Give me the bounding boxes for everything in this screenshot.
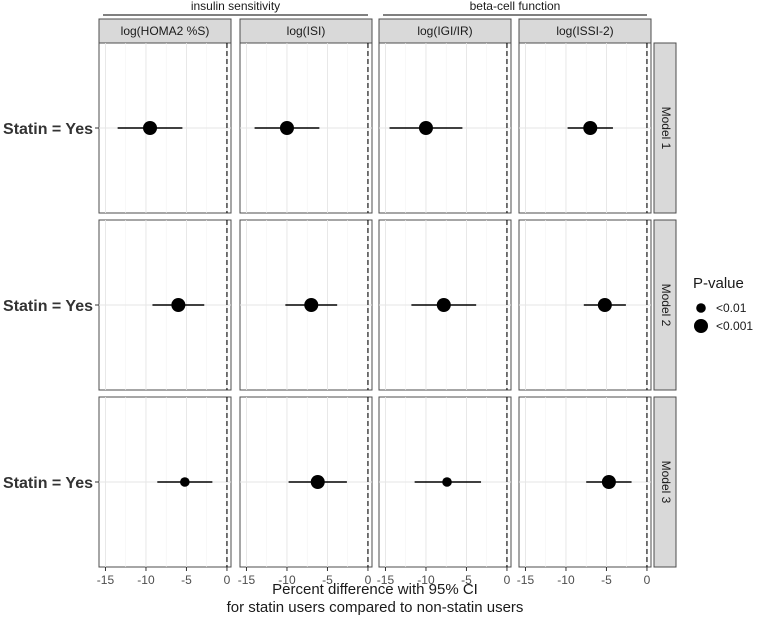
x-tick-label-c2-0: -15	[377, 573, 395, 587]
column-strip-3	[518, 18, 652, 44]
row-strip-2	[653, 396, 677, 568]
legend-label-1: <0.001	[716, 319, 753, 333]
x-tick-label-c2-1: -10	[417, 573, 435, 587]
x-tick-label-c0-1: -10	[137, 573, 155, 587]
x-tick-label-c0-2: -5	[181, 573, 192, 587]
column-strip-1	[239, 18, 373, 44]
x-tick-label-c0-0: -15	[97, 573, 115, 587]
estimate-point-r1-c2	[436, 298, 451, 312]
x-tick-label-c3-0: -15	[517, 573, 535, 587]
x-axis-title-line-1: for statin users compared to non-statin …	[227, 599, 524, 616]
legend-key-0	[696, 303, 706, 313]
x-tick-label-c2-3: 0	[504, 573, 511, 587]
x-tick-label-c0-3: 0	[224, 573, 231, 587]
estimate-point-r2-c1	[310, 475, 325, 489]
y-category-label-1: Statin = Yes	[3, 298, 93, 315]
row-strip-1	[653, 219, 677, 391]
x-tick-label-c1-2: -5	[322, 573, 333, 587]
x-tick-label-c3-1: -10	[557, 573, 575, 587]
estimate-point-r2-c2	[442, 477, 452, 487]
x-tick-label-c3-2: -5	[601, 573, 612, 587]
row-strip-label-2: Model 3	[659, 461, 673, 504]
column-strip-label-2: log(IGI/IR)	[417, 24, 472, 38]
group-label-1: beta-cell function	[470, 0, 561, 13]
x-tick-label-c1-0: -15	[238, 573, 256, 587]
estimate-point-r0-c2	[418, 121, 433, 135]
group-label-0: insulin sensitivity	[191, 0, 280, 13]
column-strip-2	[378, 18, 512, 44]
column-strip-label-0: log(HOMA2 %S)	[121, 24, 210, 38]
estimate-point-r1-c1	[304, 298, 319, 312]
row-strip-label-1: Model 2	[659, 284, 673, 327]
estimate-point-r0-c3	[583, 121, 598, 135]
x-tick-label-c1-1: -10	[278, 573, 296, 587]
column-strip-0	[98, 18, 232, 44]
x-axis-title-line-0: Percent difference with 95% CI	[272, 581, 478, 598]
legend-label-0: <0.01	[716, 301, 747, 315]
legend-key-1	[694, 319, 708, 333]
estimate-point-r1-c0	[171, 298, 186, 312]
estimate-point-r0-c1	[279, 121, 294, 135]
estimate-point-r1-c3	[597, 298, 612, 312]
legend-title: P-value	[693, 275, 744, 292]
estimate-point-r2-c0	[180, 477, 190, 487]
column-strip-label-3: log(ISSI-2)	[556, 24, 613, 38]
row-strip-0	[653, 42, 677, 214]
column-strip-label-1: log(ISI)	[287, 24, 326, 38]
estimate-point-r0-c0	[143, 121, 158, 135]
y-category-label-0: Statin = Yes	[3, 121, 93, 138]
estimate-point-r2-c3	[601, 475, 616, 489]
row-strip-label-0: Model 1	[659, 107, 673, 150]
x-tick-label-c1-3: 0	[365, 573, 372, 587]
y-category-label-2: Statin = Yes	[3, 475, 93, 492]
x-tick-label-c2-2: -5	[461, 573, 472, 587]
x-tick-label-c3-3: 0	[644, 573, 651, 587]
